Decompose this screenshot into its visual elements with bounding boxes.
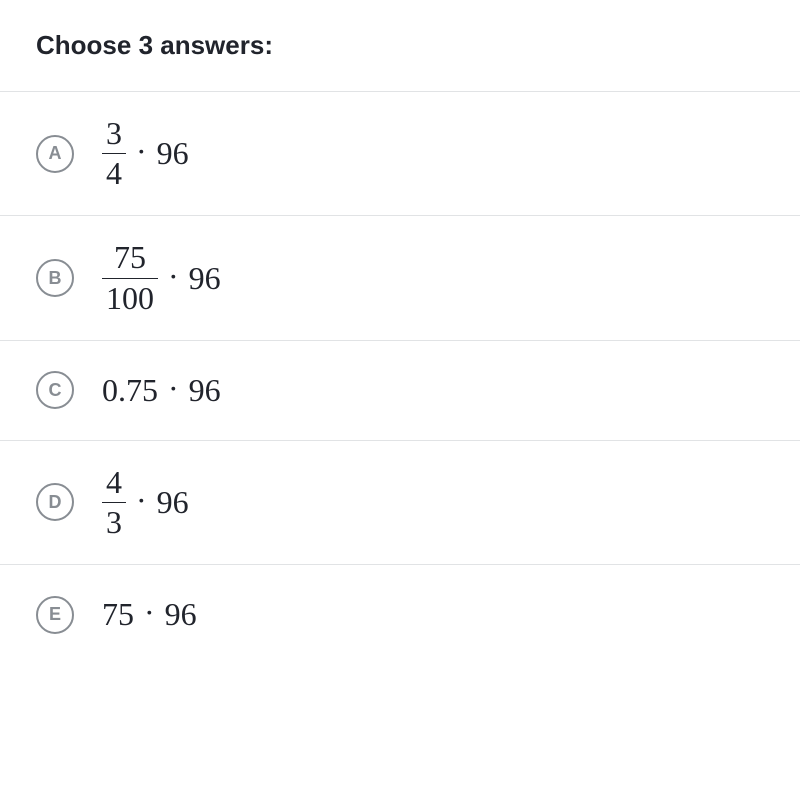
right-d: 96	[157, 484, 189, 521]
operator-d: ·	[136, 482, 147, 519]
operator-c: ·	[168, 370, 179, 407]
denominator-d: 3	[102, 502, 126, 540]
option-expression-d: 4 3 · 96	[102, 465, 189, 540]
option-row-c[interactable]: C 0.75 · 96	[0, 340, 800, 440]
option-expression-b: 75 100 · 96	[102, 240, 221, 315]
fraction-b: 75 100	[102, 240, 158, 315]
option-expression-c: 0.75 · 96	[102, 372, 221, 409]
numerator-d: 4	[102, 465, 126, 502]
option-letter-d: D	[36, 483, 74, 521]
option-expression-e: 75 · 96	[102, 596, 197, 633]
option-expression-a: 3 4 · 96	[102, 116, 189, 191]
denominator-a: 4	[102, 153, 126, 191]
option-row-b[interactable]: B 75 100 · 96	[0, 215, 800, 339]
left-e: 75	[102, 596, 134, 633]
option-letter-c: C	[36, 371, 74, 409]
operator-e: ·	[144, 594, 155, 631]
option-row-e[interactable]: E 75 · 96	[0, 564, 800, 664]
option-letter-a: A	[36, 135, 74, 173]
right-e: 96	[165, 596, 197, 633]
fraction-a: 3 4	[102, 116, 126, 191]
fraction-d: 4 3	[102, 465, 126, 540]
operator-b: ·	[168, 258, 179, 295]
right-c: 96	[189, 372, 221, 409]
instruction-text: Choose 3 answers:	[0, 30, 800, 91]
numerator-a: 3	[102, 116, 126, 153]
left-c: 0.75	[102, 372, 158, 409]
right-a: 96	[157, 135, 189, 172]
option-letter-e: E	[36, 596, 74, 634]
numerator-b: 75	[110, 240, 150, 277]
option-letter-b: B	[36, 259, 74, 297]
operator-a: ·	[136, 133, 147, 170]
option-row-a[interactable]: A 3 4 · 96	[0, 91, 800, 215]
denominator-b: 100	[102, 278, 158, 316]
option-row-d[interactable]: D 4 3 · 96	[0, 440, 800, 564]
right-b: 96	[189, 260, 221, 297]
